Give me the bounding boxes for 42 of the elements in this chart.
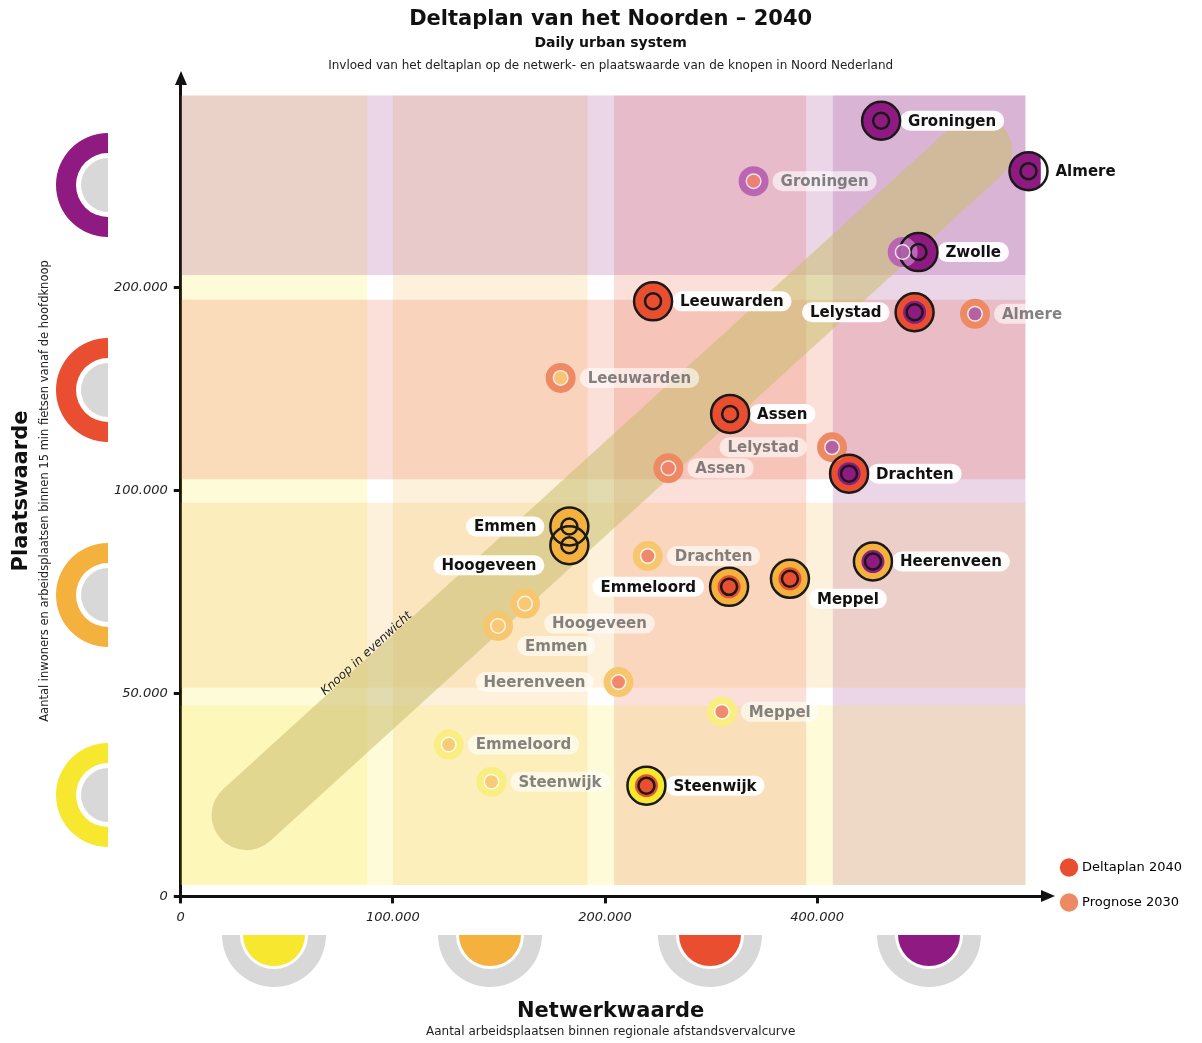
annotation: Leeuwarden: [587, 368, 692, 387]
text: Aantal inwoners en arbeidsplaatsen binnen 15 min fietsen vanaf de hoofdknoop: [37, 259, 51, 722]
annotation: Emmen: [473, 517, 537, 536]
annotation: Groningen: [908, 111, 997, 130]
y-tick-label: 0: [159, 887, 168, 903]
annotation: Drachten: [876, 464, 954, 483]
annotation: Almere: [1001, 304, 1063, 323]
y-tick-label: 100.000: [113, 482, 168, 498]
x-tick-label: 200.000: [578, 908, 632, 924]
annotation: Leeuwarden: [680, 292, 784, 311]
annotation: Heerenveen: [483, 672, 586, 691]
y-tick-label: 50.000: [122, 684, 168, 700]
annotation: Steenwijk: [673, 776, 758, 795]
annotation: Lelystad: [727, 438, 800, 457]
legend-label: Deltaplan 2040: [1082, 858, 1183, 874]
annotation: Groningen: [780, 172, 869, 191]
annotation: Hoogeveen: [441, 556, 537, 575]
x-tick-label: 400.000: [790, 908, 845, 924]
legend-label: Prognose 2030: [1082, 893, 1180, 909]
chart-title: Deltaplan van het Noorden – 2040: [409, 6, 813, 30]
annotation: Drachten: [674, 546, 753, 565]
annotation: Emmeloord: [600, 577, 697, 596]
annotation: Hoogeveen: [552, 614, 647, 633]
x-tick-label: 100.000: [366, 908, 420, 924]
annotation: Heerenveen: [899, 552, 1002, 571]
annotation: Zwolle: [945, 242, 1001, 261]
annotation: Meppel: [748, 702, 811, 721]
text: Aantal arbeidsplaatsen binnen regionale afstandsvervalcurve: [426, 1024, 796, 1038]
x-tick-label: 0: [176, 908, 185, 924]
y-tick-label: 200.000: [113, 279, 168, 295]
annotation: Emmen: [525, 636, 588, 655]
annotation: Almere: [1055, 162, 1116, 181]
annotation: Steenwijk: [518, 772, 603, 791]
annotation: Meppel: [816, 589, 879, 608]
chart-subtitle: Daily urban system: [534, 34, 687, 50]
y-axis-title: Plaatswaarde: [8, 410, 32, 572]
x-axis-title: Netwerkwaarde: [517, 998, 705, 1022]
annotation: Lelystad: [809, 303, 882, 322]
annotation: Emmeloord: [475, 735, 572, 754]
annotation: Assen: [757, 404, 808, 423]
text: Invloed van het deltaplan op de netwerk- en plaatswaarde van de knopen in Noord Nederland: [328, 58, 894, 72]
annotation: Assen: [695, 459, 746, 478]
